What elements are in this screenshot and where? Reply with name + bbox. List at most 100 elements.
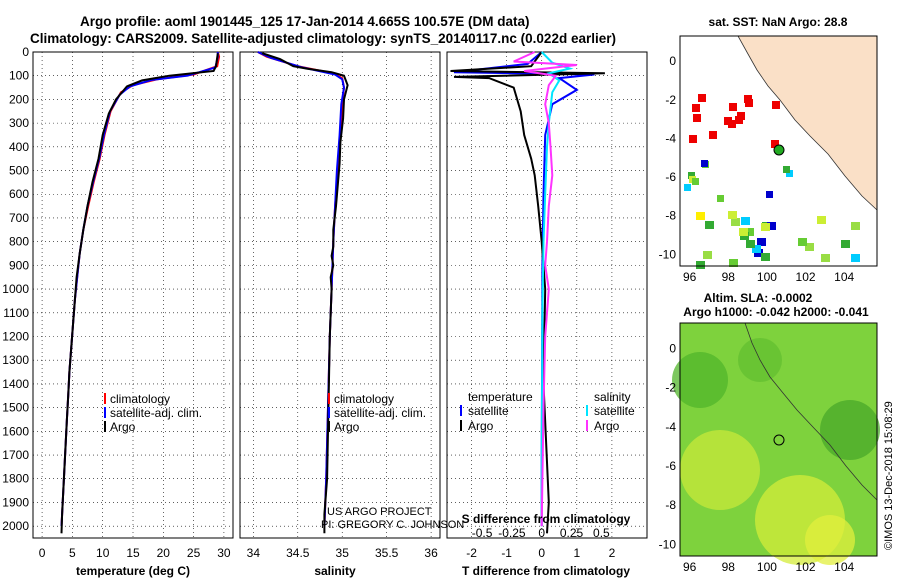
sst-cell <box>735 116 743 124</box>
temperature-tick-labels: 0 5 10 15 20 25 30 <box>39 546 231 560</box>
sst-cell <box>703 251 712 259</box>
depth-tick-label: 900 <box>9 258 29 272</box>
temperature-xlabel: temperature (deg C) <box>76 564 190 578</box>
legend-satellite: satellite-adj. clim. <box>110 406 202 420</box>
lat-tick-label: -10 <box>659 537 677 551</box>
series-line-salinity-argo <box>513 51 577 527</box>
sst-cell <box>693 114 701 122</box>
difference-lines <box>450 51 605 534</box>
sst-cell <box>731 218 740 226</box>
title-line-2: Climatology: CARS2009. Satellite-adjuste… <box>30 31 616 46</box>
salinity-tick-labels: 34 34.5 35 35.5 36 <box>247 546 438 560</box>
depth-tick-label: 1400 <box>2 377 29 391</box>
sla-field-patch <box>672 352 728 408</box>
depth-tick-label: 600 <box>9 187 29 201</box>
lon-tick-label: 104 <box>834 270 854 284</box>
sst-cell <box>705 221 714 229</box>
sst-cell <box>746 240 755 248</box>
lat-tick-label: -4 <box>665 420 676 434</box>
sst-cell <box>717 195 724 202</box>
difference-tick-labels: -2 -1 0 1 2 <box>466 546 615 560</box>
sst-map-frame <box>679 35 878 267</box>
salinity-grid <box>240 51 440 538</box>
sst-map-title: sat. SST: NaN Argo: 28.8 <box>709 15 848 29</box>
sst-cell <box>724 117 732 125</box>
sst-cell <box>739 228 748 236</box>
sst-cell <box>757 238 766 246</box>
sst-argo-marker <box>773 144 785 156</box>
depth-tick-label: 1800 <box>2 472 29 486</box>
sst-cell <box>692 178 699 185</box>
depth-tick-label: 800 <box>9 235 29 249</box>
sst-cell <box>729 259 738 267</box>
lat-tick-label: -6 <box>665 170 676 184</box>
sst-map: sat. SST: NaN Argo: 28.8 96 98 100 102 104 0… <box>659 15 878 284</box>
sst-cell <box>696 212 705 220</box>
sst-cell <box>761 253 770 261</box>
x-tick-label: 30 <box>217 546 231 560</box>
legend-sal-argo: Argo <box>594 419 620 433</box>
x-tick-label: 1 <box>573 546 580 560</box>
sst-cell <box>701 160 708 167</box>
x-tick-label: 20 <box>157 546 171 560</box>
depth-tick-label: 200 <box>9 92 29 106</box>
sst-cell <box>805 243 814 251</box>
depth-tick-label: 500 <box>9 164 29 178</box>
lat-tick-label: -4 <box>665 131 676 145</box>
legend-temperature-title: temperature <box>468 390 533 404</box>
title-line-1: Argo profile: aoml 1901445_125 17-Jan-20… <box>80 14 529 29</box>
lon-tick-label: 98 <box>722 560 736 574</box>
secondary-tick-label: 0.25 <box>560 526 584 540</box>
depth-tick-label: 300 <box>9 116 29 130</box>
sst-cell <box>684 184 691 191</box>
sst-cell <box>741 217 750 225</box>
project-credit: US ARGO PROJECT <box>327 506 432 518</box>
temperature-panel: 0100200300400500600700800900100011001200… <box>2 45 234 578</box>
legend-climatology: climatology <box>110 392 170 406</box>
sst-cell <box>771 140 779 148</box>
lat-tick-label: -2 <box>665 93 676 107</box>
sla-map-subtitle: Argo h1000: -0.042 h2000: -0.041 <box>683 305 869 319</box>
lat-tick-label: 0 <box>669 54 676 68</box>
depth-tick-label: 1100 <box>3 306 29 320</box>
x-tick-label: 35 <box>336 546 350 560</box>
lon-tick-label: 104 <box>834 560 854 574</box>
lon-tick-label: 96 <box>683 560 697 574</box>
sst-cell <box>729 103 737 111</box>
sst-cell <box>766 191 773 198</box>
sla-map-field <box>672 338 880 565</box>
x-tick-label: 36 <box>424 546 438 560</box>
depth-tick-labels: 0 100 200 300 400 500 600 700 800 900 1000 1100 1200… <box>2 45 29 533</box>
depth-tick-label: 400 <box>9 140 29 154</box>
sst-cell <box>728 211 737 219</box>
sst-cell <box>817 216 826 224</box>
depth-tick-label: 700 <box>9 211 29 225</box>
series-line-temperature-argo <box>450 51 605 534</box>
sst-map-lon-labels: 96 98 100 102 104 <box>683 270 855 284</box>
sst-cell <box>688 172 695 179</box>
legend-satellite: satellite-adj. clim. <box>334 406 426 420</box>
sla-field-patch <box>805 515 855 565</box>
pi-credit: PI: GREGORY C. JOHNSON <box>321 519 464 531</box>
sst-cell <box>696 261 705 269</box>
sla-field-patch <box>820 400 880 460</box>
secondary-tick-label: -0.25 <box>498 526 526 540</box>
secondary-tick-label: -0.5 <box>472 526 493 540</box>
legend-climatology: climatology <box>334 392 394 406</box>
sst-cell <box>851 254 860 262</box>
series-line-argo <box>60 53 219 534</box>
temperature-legend: climatology satellite-adj. clim. Argo <box>104 392 202 434</box>
sst-map-lat-labels: 0 -2 -4 -6 -8 -10 <box>659 54 677 261</box>
sst-cell <box>698 94 706 102</box>
sla-map-lat-labels: 0 -2 -4 -6 -8 -10 <box>659 341 677 551</box>
legend-sal-satellite: satellite <box>594 404 635 418</box>
secondary-tick-label: 0.5 <box>593 526 610 540</box>
x-tick-label: 2 <box>609 546 616 560</box>
lon-tick-label: 102 <box>796 560 816 574</box>
lat-tick-label: -10 <box>659 247 677 261</box>
x-tick-label: 34.5 <box>286 546 310 560</box>
lon-tick-label: 102 <box>796 270 816 284</box>
sst-cell <box>821 254 830 262</box>
depth-tick-label: 1900 <box>2 495 29 509</box>
sst-cell <box>752 245 761 253</box>
